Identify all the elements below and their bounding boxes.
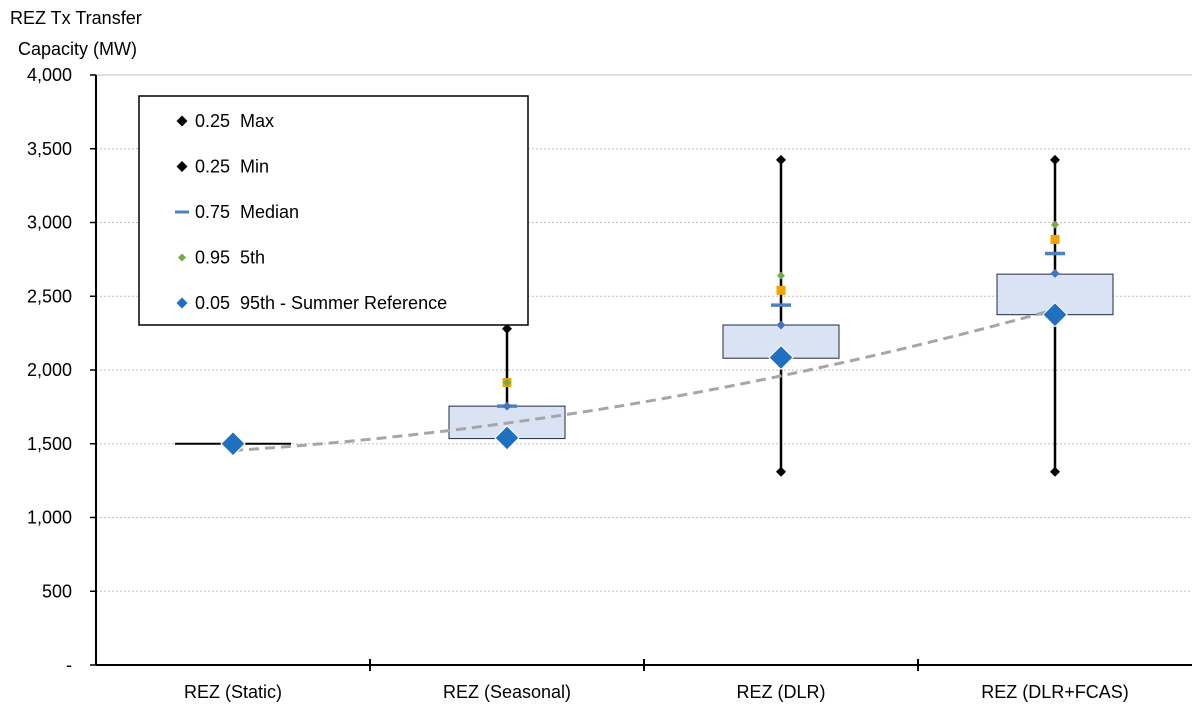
legend-marker-2 (176, 161, 188, 172)
legend-label-5: 95th - Summer Reference (240, 293, 447, 313)
max-marker-2 (502, 323, 512, 334)
legend-marker-4 (178, 253, 186, 262)
min-marker-4 (1050, 466, 1060, 477)
legend-marker-1 (176, 115, 188, 127)
markers (220, 154, 1068, 477)
legend-label-2: Min (240, 157, 269, 177)
y-tick-label-1000: 1,000 (27, 508, 72, 528)
max-marker-4 (1050, 154, 1060, 165)
summer-reference-marker-4 (1042, 301, 1068, 328)
p5-marker-4 (1051, 220, 1059, 229)
x-tick-label-2: REZ (Seasonal) (443, 682, 571, 702)
summer-reference-marker-1 (220, 431, 246, 457)
p95-marker-4 (1050, 268, 1060, 278)
y-tick-label-3500: 3,500 (27, 139, 72, 159)
legend-value-5: 0.05 (195, 293, 230, 313)
trendline-path (232, 308, 1056, 452)
min-marker-3 (776, 466, 786, 477)
summer-reference-marker-3 (768, 344, 794, 371)
x-tick-label-1: REZ (Static) (184, 682, 282, 702)
p5-marker-3 (777, 271, 785, 280)
y-tick-label-2500: 2,500 (27, 286, 72, 306)
p95-marker-3 (776, 320, 786, 330)
legend-label-4: 5th (240, 248, 265, 268)
y-axis-title-line-2: Capacity (MW) (18, 39, 137, 59)
y-axis-title-line-1: REZ Tx Transfer (10, 8, 142, 28)
y-tick-label-3000: 3,000 (27, 213, 72, 233)
summer-reference-marker-2 (494, 425, 520, 451)
legend-marker-5 (176, 297, 188, 309)
y-tick-label-2000: 2,000 (27, 360, 72, 380)
orange-marker-4 (1050, 234, 1060, 244)
y-tick-label-1500: 1,500 (27, 434, 72, 454)
y-tick-label-500: 500 (42, 581, 72, 601)
legend-label-3: Median (240, 202, 299, 222)
legend-value-4: 0.95 (195, 248, 230, 268)
legend-box (138, 95, 529, 326)
x-tick-label-3: REZ (DLR) (737, 682, 826, 702)
orange-marker-3 (776, 285, 786, 295)
p95-marker-2 (502, 401, 512, 411)
y-tick-label-0: - (66, 655, 72, 675)
y-tick-label-4000: 4,000 (27, 65, 72, 85)
trendline (232, 308, 1056, 452)
legend-value-2: 0.25 (195, 157, 230, 177)
legend-value-3: 0.75 (195, 202, 230, 222)
legend: 0.25 Max 0.25 Min 0.75 Median 0.95 5th 0.05 95th … (138, 95, 529, 326)
max-marker-3 (776, 154, 786, 165)
x-tick-label-4: REZ (DLR+FCAS) (981, 682, 1129, 702)
p5-marker-2 (503, 378, 511, 387)
legend-label-1: Max (240, 111, 274, 131)
axes: - 500 1,000 1,500 2,000 2,500 3,000 3,500 4,000 R… (27, 65, 1192, 702)
legend-value-1: 0.25 (195, 111, 230, 131)
